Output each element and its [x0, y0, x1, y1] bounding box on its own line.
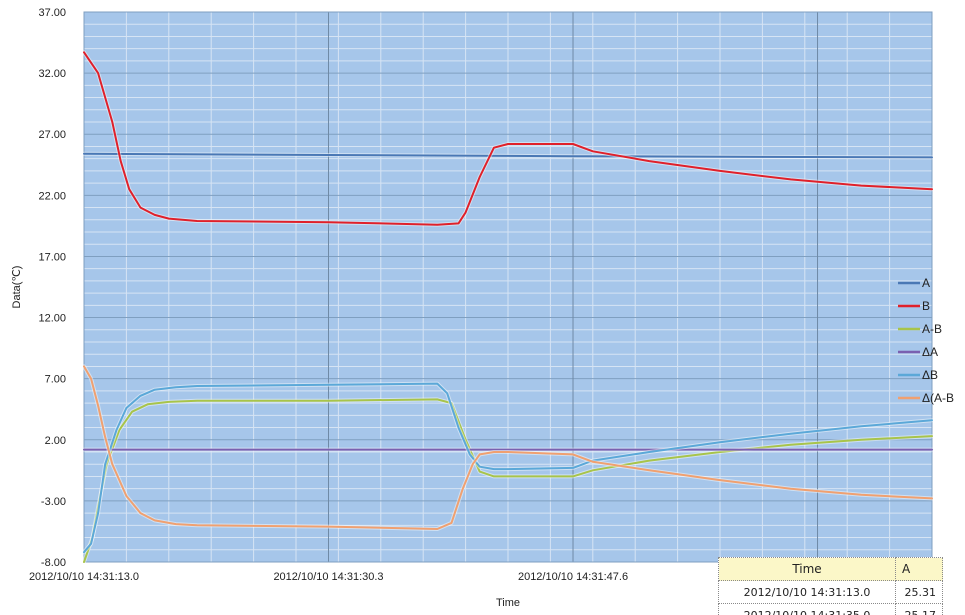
table-row[interactable]: 2012/10/10 14:31:13.0 25.31	[718, 580, 943, 604]
table-cell-a: 25.31	[895, 580, 943, 604]
y-tick-label: 7.00	[45, 374, 66, 386]
series-line	[83, 398, 933, 563]
data-table: Time A 2012/10/10 14:31:13.0 25.31 2012/…	[718, 557, 943, 615]
y-axis-title: Data(℃)	[11, 266, 23, 309]
y-tick-label: 32.00	[38, 68, 66, 80]
table-header-a: A	[895, 557, 943, 581]
legend-label: A-B	[922, 322, 942, 336]
legend-label: Δ(A-B	[922, 391, 954, 405]
x-axis: 2012/10/10 14:31:13.0 2012/10/10 14:31:30…	[29, 571, 628, 583]
series-line	[83, 152, 933, 159]
data-table-panel: Time A 2012/10/10 14:31:13.0 25.31 2012/…	[718, 557, 965, 615]
minor-grid	[84, 12, 932, 562]
table-row[interactable]: 2012/10/10 14:31:35.0 25.17	[718, 603, 943, 615]
legend: AB A-B ΔA ΔB Δ(A-B	[898, 276, 954, 405]
x-tick-label: 2012/10/10 14:31:30.3	[273, 571, 383, 583]
table-cell-time: 2012/10/10 14:31:35.0	[718, 603, 896, 615]
y-tick-label: 22.00	[38, 190, 66, 202]
y-tick-label: 37.00	[38, 7, 66, 19]
legend-label: ΔA	[922, 345, 938, 359]
x-tick-label: 2012/10/10 14:31:47.6	[518, 571, 628, 583]
y-tick-label: -3.00	[41, 496, 66, 508]
series-lines	[82, 50, 934, 564]
y-tick-label: 17.00	[38, 251, 66, 263]
x-axis-title: Time	[496, 597, 520, 609]
y-tick-label: 12.00	[38, 313, 66, 325]
x-tick-label: 2012/10/10 14:31:13.0	[29, 571, 139, 583]
y-tick-label: -8.00	[41, 557, 66, 569]
major-grid	[83, 11, 933, 563]
legend-label: ΔB	[922, 368, 938, 382]
y-tick-label: 2.00	[45, 435, 66, 447]
legend-label: B	[922, 299, 930, 313]
y-tick-label: 27.00	[38, 129, 66, 141]
table-header-time: Time	[718, 557, 896, 581]
series-line	[83, 382, 933, 554]
plot-border	[83, 11, 933, 563]
y-axis: 37.00 32.00 27.00 22.00 17.00 12.00 7.00 2.00 -3…	[38, 7, 66, 569]
table-header-row: Time A	[718, 557, 943, 581]
legend-label: A	[922, 276, 930, 290]
series-line	[83, 51, 933, 226]
series-line	[83, 365, 933, 530]
table-cell-time: 2012/10/10 14:31:13.0	[718, 580, 896, 604]
table-cell-a: 25.17	[895, 603, 943, 615]
